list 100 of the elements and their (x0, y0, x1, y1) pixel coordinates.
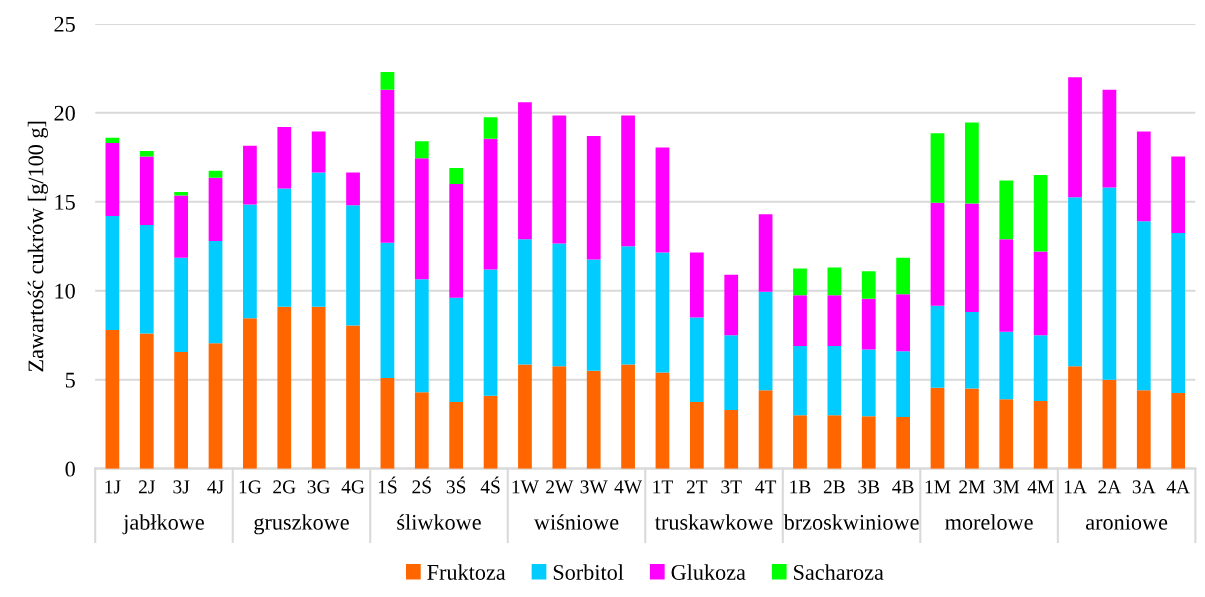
bar (518, 239, 532, 365)
bar (1033, 401, 1048, 469)
bar (243, 318, 257, 469)
x-tick-label: 1Ś (378, 476, 397, 494)
bar (449, 401, 464, 469)
bar (311, 306, 326, 469)
bar (208, 170, 223, 178)
bar (139, 156, 154, 225)
bar (896, 417, 910, 469)
bar (449, 184, 464, 298)
bar (689, 317, 704, 402)
text: gruszkowe (254, 514, 349, 535)
bar (999, 331, 1014, 400)
x-tick-label: 4T (755, 480, 777, 494)
bar (655, 252, 670, 373)
x-tick-label: 2J (138, 480, 155, 494)
bar (277, 188, 292, 307)
x-tick-label: 3T (721, 480, 742, 494)
bar (861, 271, 876, 299)
bar (965, 122, 979, 204)
bar (346, 205, 360, 326)
bar (483, 395, 498, 469)
bar (930, 202, 945, 306)
bar (965, 388, 979, 469)
bar (1136, 390, 1151, 469)
bar (930, 133, 945, 203)
text: brzoskwiniowe (783, 514, 919, 530)
bar (1033, 251, 1048, 336)
x-tick-label: 3M (993, 480, 1020, 494)
bar (724, 335, 739, 410)
bar (243, 145, 257, 205)
bar (1171, 393, 1186, 469)
bar (965, 203, 979, 313)
bar (896, 294, 910, 352)
bar (655, 372, 670, 469)
bar (861, 349, 876, 417)
y-tick-label: 15 (55, 194, 75, 210)
bar (1136, 131, 1151, 222)
bar (1068, 366, 1082, 469)
bar (1102, 187, 1117, 380)
bar (586, 370, 601, 469)
x-tick-label: 2G (273, 480, 296, 494)
bar (793, 415, 807, 469)
bar (380, 71, 395, 90)
x-tick-label: 1M (925, 480, 951, 494)
bar (414, 158, 429, 280)
x-tick-label: 2A (1098, 480, 1122, 494)
x-tick-label: 3W (580, 480, 608, 494)
bar (896, 257, 910, 295)
x-tick-label: 1J (105, 480, 121, 494)
bar (346, 325, 360, 469)
bar (449, 167, 464, 184)
bar (1171, 156, 1186, 233)
bar (689, 401, 704, 469)
y-axis-title: Zawartość cukrów [g/100 g] (27, 121, 48, 372)
bar (311, 131, 326, 173)
x-tick-label: 4A (1166, 480, 1190, 494)
y-tick-label: 5 (65, 372, 75, 388)
legend-label: Sacharoza (794, 564, 884, 580)
y-tick-label: 25 (54, 16, 75, 32)
bar (655, 147, 670, 253)
bar (380, 377, 395, 469)
bar (208, 240, 223, 344)
bar (861, 416, 876, 469)
bar (552, 115, 567, 244)
x-tick-label: 4M (1027, 480, 1054, 494)
bar (827, 267, 842, 296)
bar (861, 298, 876, 350)
bar (243, 204, 257, 319)
text: aroniowe (1086, 514, 1168, 530)
x-tick-label: 1B (790, 480, 811, 494)
x-tick-label: 4B (892, 480, 914, 494)
bar (793, 295, 807, 346)
x-tick-label: 1A (1064, 480, 1087, 494)
bar (1102, 379, 1117, 469)
bar (552, 366, 567, 469)
bar (1136, 221, 1151, 391)
bar (277, 127, 292, 189)
bar (930, 387, 945, 469)
y-tick-label: 10 (55, 283, 75, 299)
bar (999, 239, 1014, 332)
legend-label: Fruktoza (427, 564, 506, 580)
bar (793, 345, 807, 416)
bar (311, 172, 326, 307)
bar (483, 269, 498, 396)
bar (621, 246, 635, 365)
x-tick-label: 2M (959, 480, 985, 494)
bar (621, 364, 635, 469)
bar (758, 390, 773, 469)
text: truskawkowe (655, 514, 773, 530)
bar (1068, 77, 1082, 198)
bar (724, 274, 739, 336)
bar (139, 224, 154, 334)
x-tick-label: 3G (307, 480, 330, 494)
bar (105, 143, 120, 217)
bar (758, 291, 773, 391)
bar (414, 141, 429, 159)
bar (930, 305, 945, 388)
bar (827, 345, 842, 416)
bar (965, 312, 979, 389)
